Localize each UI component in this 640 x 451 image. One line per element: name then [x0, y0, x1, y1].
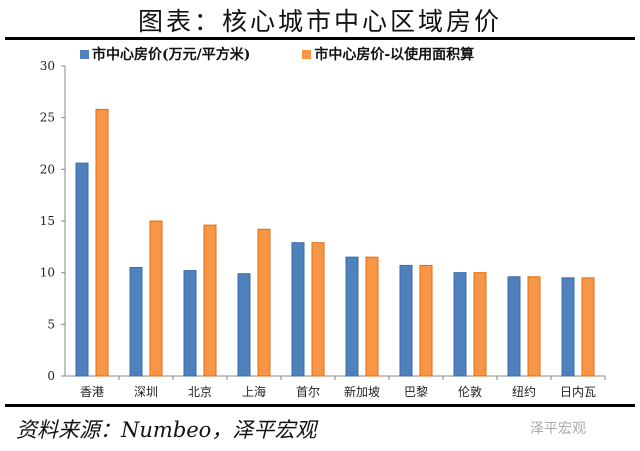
- legend-label: 市中心房价(万元/平方米): [92, 47, 251, 63]
- bar-1-7: [453, 272, 467, 377]
- legend-item-1: 市中心房价(万元/平方米): [80, 44, 250, 64]
- x-tick-label: 香港: [80, 385, 104, 399]
- bar-2-0: [95, 108, 109, 377]
- bar-1-6: [399, 264, 413, 377]
- legend-label: 市中心房价-以使用面积算: [314, 47, 475, 63]
- bar-1-4: [291, 242, 305, 377]
- x-tick-label: 北京: [188, 385, 212, 399]
- bar-2-2: [203, 224, 217, 377]
- legend: 市中心房价(万元/平方米) 市中心房价-以使用面积算: [80, 44, 474, 64]
- source-note: 资料来源：Numbeo，泽平宏观: [16, 418, 317, 442]
- bar-1-2: [183, 270, 197, 377]
- x-tick-label: 伦敦: [458, 384, 482, 399]
- y-tick-label: 0: [47, 369, 55, 383]
- bar-2-1: [149, 220, 163, 377]
- x-tick-label: 巴黎: [404, 385, 428, 399]
- y-tick-label: 30: [40, 59, 55, 73]
- x-tick-label: 日内瓦: [560, 385, 596, 399]
- x-tick-label: 上海: [242, 384, 266, 399]
- bar-1-3: [237, 273, 251, 377]
- bar-1-9: [561, 277, 575, 377]
- y-tick-label: 20: [40, 162, 55, 176]
- x-tick-label: 新加坡: [344, 384, 380, 399]
- bar-1-0: [75, 162, 89, 377]
- y-tick-label: 10: [40, 266, 55, 280]
- x-tick-label: 首尔: [296, 384, 320, 399]
- y-tick-label: 15: [40, 214, 55, 228]
- watermark: 泽平宏观: [530, 421, 586, 437]
- title-rule: [5, 37, 635, 40]
- bar-2-6: [419, 264, 433, 377]
- chart-title: 图表：核心城市中心区域房价: [137, 7, 502, 36]
- bar-1-1: [129, 267, 143, 377]
- bar-1-8: [507, 276, 521, 377]
- x-tick-label: 纽约: [512, 384, 536, 399]
- legend-swatch: [80, 49, 89, 59]
- footer-rule: [5, 404, 635, 407]
- bar-2-8: [527, 276, 541, 377]
- bar-1-5: [345, 256, 359, 377]
- legend-item-2: 市中心房价-以使用面积算: [302, 44, 474, 64]
- x-tick-label: 深圳: [134, 385, 158, 399]
- bar-2-4: [311, 242, 325, 377]
- bar-2-7: [473, 272, 487, 377]
- bar-2-5: [365, 256, 379, 377]
- y-tick-label: 5: [47, 317, 55, 331]
- bar-2-3: [257, 228, 271, 377]
- bar-2-9: [581, 277, 595, 377]
- y-tick-label: 25: [40, 111, 55, 125]
- legend-swatch: [302, 49, 312, 59]
